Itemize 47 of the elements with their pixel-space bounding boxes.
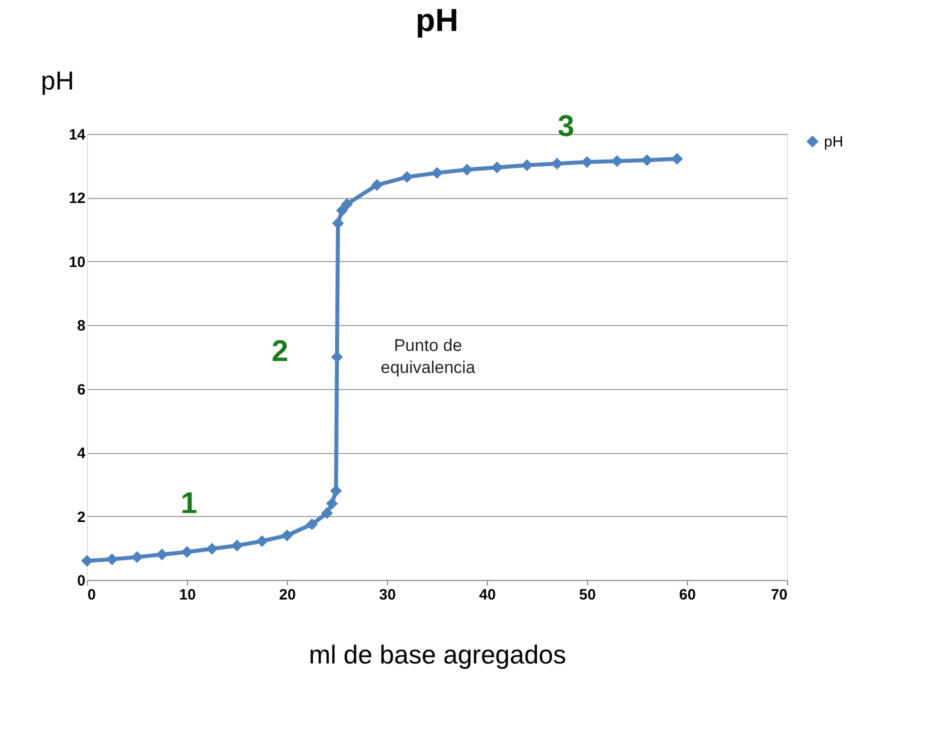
x-axis-title: ml de base agregados bbox=[308, 640, 566, 670]
x-tick-label: 10 bbox=[179, 586, 196, 604]
point bbox=[231, 540, 243, 552]
point bbox=[256, 535, 268, 548]
point bbox=[491, 162, 503, 174]
y-tick-label: 12 bbox=[68, 190, 86, 208]
point bbox=[671, 152, 683, 165]
point bbox=[131, 551, 143, 563]
point bbox=[431, 166, 443, 179]
x-tick-label: 30 bbox=[379, 586, 396, 604]
annotation: 1 bbox=[180, 487, 198, 520]
point bbox=[401, 171, 413, 183]
y-tick-label: 8 bbox=[77, 318, 86, 335]
x-tick-label: 20 bbox=[279, 586, 296, 604]
chart-title: pH bbox=[416, 2, 458, 38]
point bbox=[306, 518, 318, 530]
point bbox=[551, 158, 563, 170]
y-tick-label: 0 bbox=[77, 572, 86, 590]
y-axis-title: pH bbox=[40, 66, 74, 96]
y-tick-label: 6 bbox=[77, 381, 86, 398]
legend-label: pH bbox=[824, 134, 844, 150]
point bbox=[521, 159, 533, 172]
point bbox=[641, 154, 653, 166]
point bbox=[106, 553, 118, 566]
point bbox=[341, 198, 353, 210]
point bbox=[581, 156, 593, 168]
y-tick-label: 4 bbox=[77, 445, 86, 462]
point bbox=[371, 179, 383, 191]
annotation: 2 bbox=[272, 335, 288, 368]
x-tick-label: 60 bbox=[679, 586, 696, 604]
point bbox=[206, 542, 218, 555]
x-tick-label: 50 bbox=[579, 586, 596, 604]
y-tick-label: 14 bbox=[68, 126, 86, 144]
annotation: 3 bbox=[558, 110, 574, 143]
point bbox=[156, 548, 168, 560]
annotation: Punto de equivalencia bbox=[380, 336, 476, 377]
y-tick-label: 2 bbox=[77, 508, 86, 526]
point bbox=[336, 204, 348, 216]
point bbox=[81, 554, 93, 567]
x-tick-label: 40 bbox=[479, 586, 496, 604]
point bbox=[321, 507, 333, 520]
point bbox=[461, 164, 473, 176]
point bbox=[181, 546, 193, 558]
y-tick-label: 10 bbox=[68, 254, 86, 271]
x-tick-label: 70 bbox=[770, 586, 788, 604]
point bbox=[326, 498, 338, 510]
point bbox=[281, 529, 293, 542]
